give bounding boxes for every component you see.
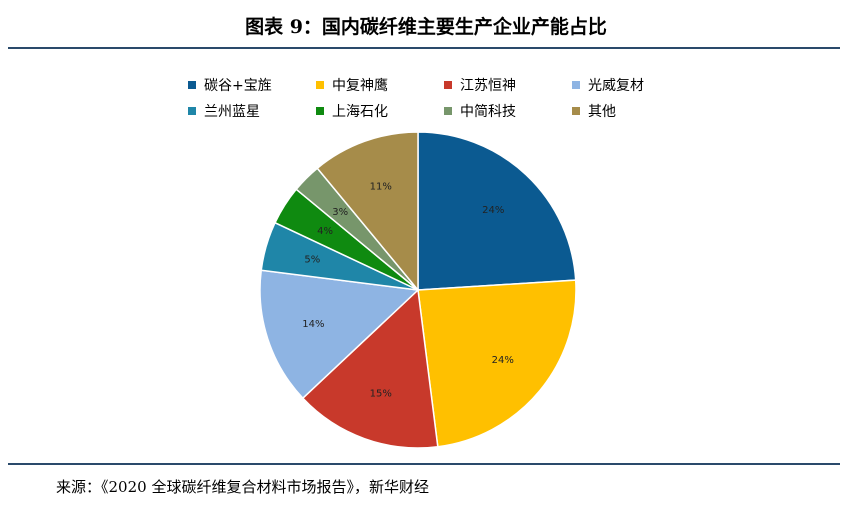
top-divider [8,47,840,49]
legend-item: 上海石化 [316,102,444,120]
legend-item: 光威复材 [572,76,700,94]
legend-swatch [316,107,324,115]
legend-swatch [188,81,196,89]
legend-label: 光威复材 [588,78,644,94]
legend-swatch [316,81,324,89]
slice-data-label: 3% [332,207,348,218]
pie-slice [259,269,420,400]
legend-swatch [444,107,452,115]
slice-data-label: 24% [482,205,504,216]
slice-data-label: 24% [492,355,514,366]
legend-swatch [188,107,196,115]
legend-item: 兰州蓝星 [188,102,316,120]
legend-label: 江苏恒神 [460,78,516,94]
slice-data-label: 11% [370,182,392,193]
legend-label: 其他 [588,104,616,120]
legend-swatch [572,107,580,115]
figure-title: 图表 9：国内碳纤维主要生产企业产能占比 [245,16,607,38]
legend-label: 中复神鹰 [332,78,388,94]
pie-slice [316,131,419,293]
pie-slice [417,279,577,448]
legend-label: 中简科技 [460,104,516,120]
legend-item: 其他 [572,102,700,120]
slice-data-label: 4% [317,226,333,237]
source-note: 来源：《2020 全球碳纤维复合材料市场报告》，新华财经 [56,478,429,496]
legend-item: 碳谷+宝旌 [188,76,316,94]
slice-data-label: 15% [370,389,392,400]
slice-data-label: 14% [302,319,324,330]
legend-item: 江苏恒神 [444,76,572,94]
legend-swatch [572,81,580,89]
slice-data-label: 5% [304,254,320,265]
pie-slice [417,131,577,291]
legend-item: 中复神鹰 [316,76,444,94]
legend-label: 兰州蓝星 [204,104,260,120]
legend-label: 上海石化 [332,104,388,120]
bottom-divider [8,463,840,465]
legend-item: 中简科技 [444,102,572,120]
legend-label: 碳谷+宝旌 [204,78,272,94]
chart-legend: 碳谷+宝旌 中复神鹰 江苏恒神 光威复材 兰州蓝星 上海石化 中简科技 其他 [188,76,698,120]
legend-swatch [444,81,452,89]
pie-slice [301,288,439,449]
